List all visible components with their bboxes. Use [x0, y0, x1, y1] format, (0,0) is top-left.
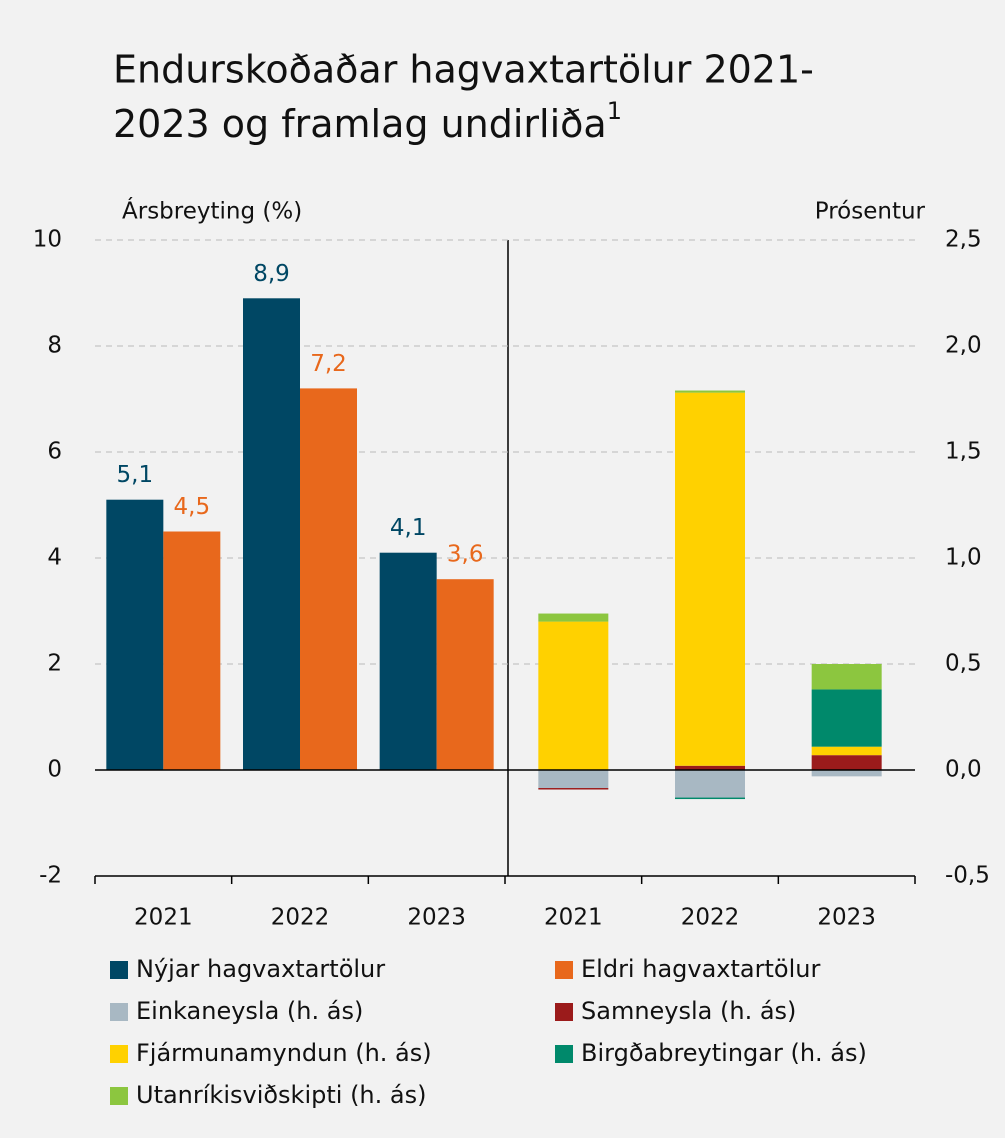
x-tick-label: 2021: [544, 905, 603, 931]
y2-tick-label: 2,5: [945, 227, 982, 253]
x-tick-label: 2023: [817, 905, 876, 931]
stacked-bar: [811, 770, 882, 777]
y-tick-label: 0: [47, 757, 62, 783]
value-label: 3,6: [447, 542, 484, 568]
stacked-bar: [675, 770, 745, 798]
y2-axis-label: Prósentur: [815, 199, 926, 225]
stacked-bar: [538, 770, 609, 789]
legend-swatch: [555, 961, 573, 979]
chart-title: 2023 og framlag undirliða1: [113, 97, 622, 146]
legend-label: Einkaneysla (h. ás): [136, 997, 363, 1025]
y2-tick-label: 1,5: [945, 439, 982, 465]
legend-label: Eldri hagvaxtartölur: [581, 955, 820, 983]
legend-swatch: [110, 1087, 128, 1105]
stacked-bar: [675, 765, 745, 770]
y-tick-label: 2: [47, 651, 62, 677]
bar: [300, 388, 357, 770]
legend-swatch: [110, 1045, 128, 1063]
value-label: 4,1: [390, 515, 427, 541]
y2-tick-label: 0,5: [945, 651, 982, 677]
legend-label: Samneysla (h. ás): [581, 997, 796, 1025]
y-tick-label: 4: [47, 545, 62, 571]
legend-label: Fjármunamyndun (h. ás): [136, 1039, 432, 1067]
bar: [243, 298, 300, 770]
legend-label: Nýjar hagvaxtartölur: [136, 955, 385, 983]
stacked-bar: [811, 689, 882, 747]
y-tick-label: 8: [47, 333, 62, 359]
stacked-bar: [811, 755, 882, 770]
y-tick-label: 10: [33, 227, 62, 253]
title-line: 2023 og framlag undirliða: [113, 102, 607, 146]
bar: [436, 579, 494, 770]
legend-label: Birgðabreytingar (h. ás): [581, 1039, 867, 1067]
stacked-bar: [538, 788, 609, 790]
legend-swatch: [555, 1045, 573, 1063]
x-tick-label: 2021: [134, 905, 193, 931]
legend-label: Utanríkisviðskipti (h. ás): [136, 1081, 426, 1109]
bar: [379, 552, 437, 770]
value-label: 4,5: [174, 494, 211, 520]
x-tick-label: 2023: [407, 905, 466, 931]
stacked-bar: [811, 664, 882, 690]
stacked-bar: [675, 392, 745, 766]
stacked-bar: [538, 613, 609, 622]
legend-swatch: [110, 961, 128, 979]
y-tick-label: 6: [47, 439, 62, 465]
title-footnote: 1: [607, 97, 622, 125]
y2-tick-label: -0,5: [945, 863, 990, 889]
stacked-bar: [675, 390, 745, 393]
x-tick-label: 2022: [681, 905, 740, 931]
value-label: 5,1: [117, 462, 154, 488]
bar: [163, 531, 221, 770]
x-tick-label: 2022: [271, 905, 330, 931]
y-tick-label: -2: [39, 863, 62, 889]
legend-swatch: [110, 1003, 128, 1021]
y2-tick-label: 0,0: [945, 757, 982, 783]
value-label: 7,2: [310, 351, 347, 377]
y2-tick-label: 2,0: [945, 333, 982, 359]
stacked-bar: [538, 621, 609, 770]
stacked-bar: [675, 797, 745, 800]
y2-tick-label: 1,0: [945, 545, 982, 571]
bar: [106, 499, 164, 770]
y-axis-label: Ársbreyting (%): [122, 197, 302, 225]
stacked-bar: [811, 746, 882, 756]
chart-title: Endurskoðaðar hagvaxtartölur 2021-: [113, 48, 814, 92]
value-label: 8,9: [253, 261, 290, 287]
legend-swatch: [555, 1003, 573, 1021]
